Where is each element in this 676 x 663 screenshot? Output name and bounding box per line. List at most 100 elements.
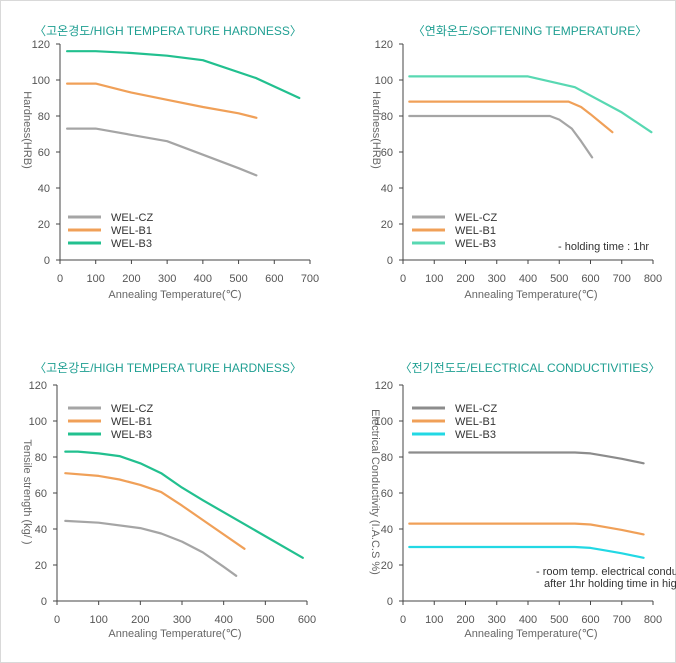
chart-title: 〈전기전도도/ELECTRICAL CONDUCTIVITIES〉 — [400, 361, 661, 375]
y-tick-label: 80 — [381, 452, 393, 464]
x-tick-label: 300 — [488, 614, 506, 626]
x-tick-label: 300 — [488, 273, 506, 285]
x-tick-label: 500 — [550, 273, 568, 285]
series-line-wel-cz — [65, 127, 258, 177]
x-axis-label: Annealing Temperature(℃) — [464, 628, 597, 640]
x-tick-label: 500 — [229, 273, 247, 285]
y-tick-label: 20 — [38, 219, 50, 231]
y-tick-label: 40 — [38, 183, 50, 195]
x-tick-label: 500 — [550, 614, 568, 626]
series-line-wel-b3 — [64, 450, 304, 559]
legend-label-wel-b3: WEL-B3 — [455, 238, 496, 250]
series-line-wel-cz — [64, 519, 238, 577]
y-tick-label: 40 — [381, 183, 393, 195]
x-tick-label: 400 — [519, 614, 537, 626]
y-tick-label: 40 — [35, 524, 47, 536]
y-tick-label: 80 — [35, 452, 47, 464]
legend-label-wel-cz: WEL-CZ — [111, 403, 153, 415]
y-tick-label: 0 — [41, 596, 47, 608]
series-line-wel-b3 — [408, 75, 653, 134]
x-axis-label: Annealing Temperature(℃) — [108, 289, 241, 301]
series-line-wel-b1 — [408, 100, 614, 134]
legend-label-wel-b3: WEL-B3 — [455, 429, 496, 441]
y-tick-label: 80 — [38, 111, 50, 123]
x-tick-label: 300 — [173, 614, 191, 626]
y-tick-label: 100 — [375, 416, 393, 428]
y-tick-label: 0 — [44, 255, 50, 267]
y-tick-label: 40 — [381, 524, 393, 536]
chart-note: - holding time : 1hr — [558, 241, 649, 253]
y-tick-label: 100 — [32, 75, 50, 87]
x-tick-label: 200 — [122, 273, 140, 285]
x-tick-label: 0 — [54, 614, 60, 626]
x-tick-label: 400 — [194, 273, 212, 285]
y-tick-label: 20 — [381, 560, 393, 572]
x-tick-label: 600 — [581, 273, 599, 285]
x-tick-label: 200 — [456, 273, 474, 285]
series-line-wel-b1 — [408, 522, 645, 536]
series-line-wel-cz — [408, 114, 594, 159]
chart-note: - room temp. electrical conductivities — [536, 566, 676, 578]
x-tick-label: 700 — [613, 273, 631, 285]
x-tick-label: 400 — [519, 273, 537, 285]
y-tick-label: 60 — [38, 147, 50, 159]
y-tick-label: 0 — [387, 596, 393, 608]
legend-label-wel-cz: WEL-CZ — [111, 212, 153, 224]
y-axis-label: Tensile strength (kg/ ) — [21, 439, 33, 544]
x-tick-label: 800 — [644, 614, 662, 626]
y-axis-label: Hardness(HRB) — [370, 91, 382, 169]
x-tick-label: 400 — [214, 614, 232, 626]
chart-title: 〈연화온도/SOFTENING TEMPERATURE〉 — [413, 24, 647, 38]
x-tick-label: 700 — [613, 614, 631, 626]
series-line-wel-b3 — [65, 50, 301, 100]
x-tick-label: 200 — [131, 614, 149, 626]
y-axis-label: Electrical Conductivity (I.A.C.S %) — [369, 409, 381, 575]
x-tick-label: 100 — [425, 614, 443, 626]
x-tick-label: 100 — [425, 273, 443, 285]
legend-label-wel-b3: WEL-B3 — [111, 429, 152, 441]
legend-label-wel-b1: WEL-B1 — [111, 225, 152, 237]
legend-label-wel-b1: WEL-B1 — [455, 225, 496, 237]
chart-title: 〈고온강도/HIGH TEMPERA TURE HARDNESS〉 — [34, 361, 302, 375]
y-tick-label: 60 — [35, 488, 47, 500]
x-tick-label: 0 — [400, 614, 406, 626]
legend-label-wel-b1: WEL-B1 — [455, 416, 496, 428]
y-tick-label: 20 — [35, 560, 47, 572]
y-tick-label: 0 — [387, 255, 393, 267]
y-tick-label: 120 — [29, 380, 47, 392]
x-tick-label: 0 — [400, 273, 406, 285]
series-line-wel-b1 — [64, 472, 246, 550]
legend-label-wel-b1: WEL-B1 — [111, 416, 152, 428]
x-tick-label: 700 — [301, 273, 319, 285]
y-tick-label: 20 — [381, 219, 393, 231]
x-tick-label: 0 — [57, 273, 63, 285]
y-tick-label: 100 — [375, 75, 393, 87]
y-tick-label: 60 — [381, 488, 393, 500]
x-tick-label: 800 — [644, 273, 662, 285]
x-tick-label: 200 — [456, 614, 474, 626]
x-tick-label: 100 — [89, 614, 107, 626]
chart-title: 〈고온경도/HIGH TEMPERA TURE HARDNESS〉 — [34, 24, 302, 38]
chart-note: after 1hr holding time in high temp. — [544, 578, 676, 590]
legend-label-wel-b3: WEL-B3 — [111, 238, 152, 250]
x-axis-label: Annealing Temperature(℃) — [464, 289, 597, 301]
x-tick-label: 600 — [581, 614, 599, 626]
y-tick-label: 80 — [381, 111, 393, 123]
x-tick-label: 600 — [265, 273, 283, 285]
x-axis-label: Annealing Temperature(℃) — [108, 628, 241, 640]
x-tick-label: 300 — [158, 273, 176, 285]
x-tick-label: 100 — [87, 273, 105, 285]
series-line-wel-b3 — [408, 545, 645, 559]
legend-label-wel-cz: WEL-CZ — [455, 403, 497, 415]
series-line-wel-b1 — [65, 82, 258, 119]
x-tick-label: 600 — [298, 614, 316, 626]
x-tick-label: 500 — [256, 614, 274, 626]
legend-label-wel-cz: WEL-CZ — [455, 212, 497, 224]
y-axis-label: Hardness(HRB) — [21, 91, 33, 169]
y-tick-label: 120 — [375, 39, 393, 51]
series-line-wel-cz — [408, 451, 645, 465]
